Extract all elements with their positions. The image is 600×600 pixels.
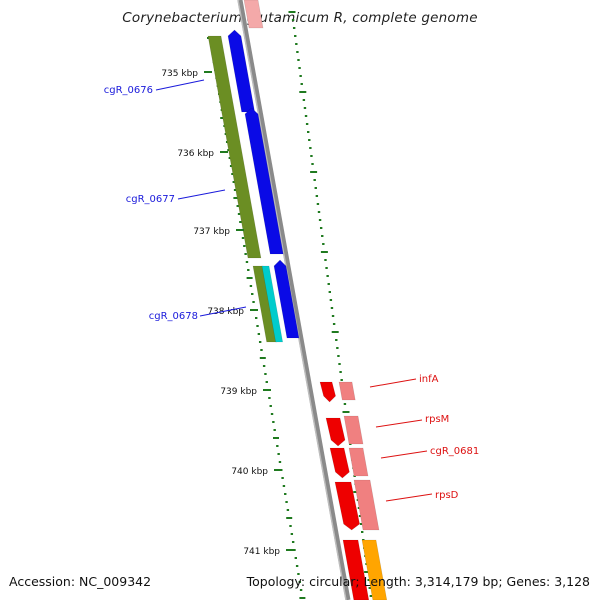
- gene-feature[interactable]: [353, 479, 380, 531]
- gene-feature[interactable]: [343, 415, 364, 445]
- ruler-label: 736 kbp: [177, 149, 214, 159]
- ruler-label: 737 kbp: [193, 227, 230, 237]
- misc-feature[interactable]: [261, 265, 284, 343]
- gene-label[interactable]: rpsD: [435, 490, 459, 501]
- accession-label: Accession: NC_009342: [9, 574, 152, 589]
- label-leader-line: [199, 306, 247, 317]
- cds-feature[interactable]: [329, 447, 350, 479]
- ruler-label: 741 kbp: [243, 547, 280, 557]
- cds-feature[interactable]: [244, 107, 284, 255]
- gene-label[interactable]: cgR_0681: [430, 446, 479, 457]
- label-leader-line: [375, 419, 423, 428]
- gene-feature[interactable]: [361, 539, 388, 600]
- gene-feature[interactable]: [338, 381, 356, 401]
- map-title: Corynebacterium glutamicum R, complete g…: [122, 10, 478, 26]
- label-leader-line: [380, 450, 428, 459]
- label-leader-line: [177, 189, 226, 200]
- ruler-label: 735 kbp: [161, 69, 198, 79]
- gene-feature[interactable]: [207, 35, 262, 259]
- cds-feature[interactable]: [319, 381, 336, 403]
- gene-labels: cgR_0676 cgR_0677 cgR_0678 infA rpsM cgR_0681…: [104, 79, 479, 502]
- label-leader-line: [369, 378, 417, 388]
- gene-label[interactable]: cgR_0678: [149, 311, 198, 322]
- ruler-label: 740 kbp: [231, 467, 268, 477]
- gene-feature[interactable]: [243, 0, 264, 29]
- gene-label[interactable]: infA: [419, 374, 439, 385]
- cds-feature[interactable]: [273, 259, 300, 339]
- cds-feature[interactable]: [325, 417, 346, 447]
- label-leader-line: [155, 79, 205, 91]
- feature-track: [207, 0, 388, 600]
- gene-label[interactable]: cgR_0676: [104, 85, 153, 96]
- ruler-label: 738 kbp: [207, 307, 244, 317]
- topology-label: Topology: circular; Length: 3,314,179 bp…: [246, 574, 590, 589]
- label-leader-line: [385, 493, 433, 502]
- cds-feature[interactable]: [334, 481, 360, 531]
- ruler-label: 739 kbp: [220, 387, 257, 397]
- gene-feature[interactable]: [348, 447, 369, 477]
- gene-label[interactable]: rpsM: [425, 414, 449, 425]
- coordinate-ruler: 735 kbp 736 kbp 737 kbp 738 kbp 739 kbp 740 k…: [161, 69, 294, 557]
- genome-backbone: [237, 0, 351, 600]
- cds-feature[interactable]: [342, 539, 370, 600]
- gene-label[interactable]: cgR_0677: [126, 194, 175, 205]
